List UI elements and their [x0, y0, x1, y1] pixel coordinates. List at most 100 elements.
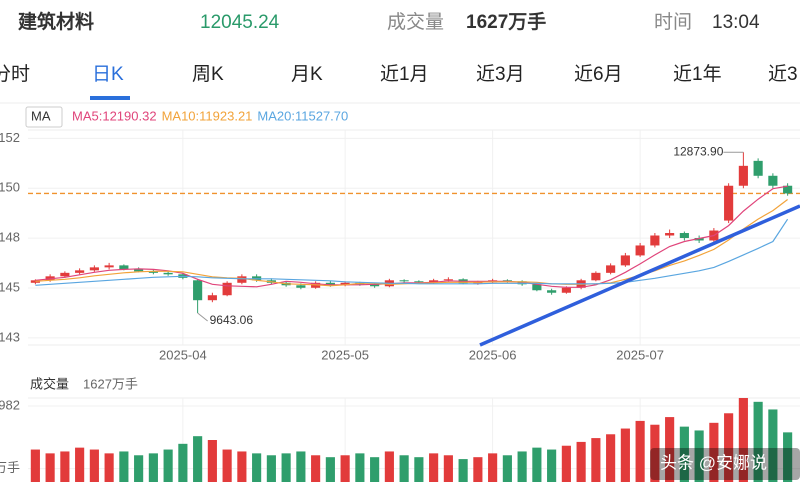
index-price: 12045.24: [200, 12, 280, 33]
y-tick-label: 12150: [0, 180, 20, 195]
candle-body: [325, 282, 335, 286]
volume-bar: [163, 449, 173, 482]
annotation: 12873.90: [673, 144, 723, 158]
tab[interactable]: 日K: [92, 64, 124, 85]
volume-bar: [517, 451, 527, 482]
y-tick-label: 11148: [0, 230, 20, 245]
volume-bar: [193, 436, 203, 482]
volume-bar: [355, 453, 365, 482]
ma-line: [35, 185, 788, 288]
volume-bar: [473, 457, 483, 482]
volume-bar: [237, 451, 247, 482]
tab[interactable]: 近1年: [673, 63, 722, 85]
candle-body: [679, 233, 689, 238]
candle-body: [547, 290, 557, 293]
volume-bar: [783, 432, 793, 482]
candle-body: [768, 175, 778, 186]
candle-body: [650, 235, 660, 246]
index-name: 建筑材料: [18, 10, 94, 33]
x-tick-label: 2025-04: [159, 347, 207, 362]
y-tick-label: 9143: [0, 329, 20, 344]
trend-line: [479, 204, 800, 347]
legend-entry: MA10:11923.21: [162, 108, 253, 123]
volume-bar: [429, 453, 439, 482]
annotation: 9643.06: [210, 313, 254, 327]
volume-bar: [30, 449, 40, 482]
tab[interactable]: 月K: [291, 64, 323, 85]
volume-bar: [325, 457, 335, 482]
watermark: 头条 @安娜说: [660, 453, 767, 472]
volume-bar: [606, 434, 616, 482]
candle-body: [207, 295, 217, 301]
vol-tick-label: 万手: [0, 460, 20, 475]
candle-body: [591, 272, 601, 281]
volume-bar: [620, 428, 630, 482]
volume-bar: [119, 451, 129, 482]
volume-bar: [296, 451, 306, 482]
volume-bar: [148, 453, 158, 482]
tab[interactable]: 近1月: [380, 63, 429, 85]
volume-bar: [724, 413, 734, 482]
candle-body: [620, 255, 630, 266]
volume-bar: [75, 447, 85, 482]
candle-body: [75, 270, 85, 273]
volume-bar: [694, 430, 704, 482]
candle-body: [665, 233, 675, 236]
volume-bar: [768, 409, 778, 482]
volume-bar: [370, 457, 380, 482]
volume-bar: [89, 449, 99, 482]
volume-bar: [443, 455, 453, 482]
volume-bar: [60, 451, 70, 482]
volume-bar: [532, 447, 542, 482]
candle-body: [724, 185, 734, 221]
volume-value: 1627万手: [466, 10, 546, 33]
time-value: 13:04: [712, 12, 760, 33]
candle-body: [104, 265, 114, 268]
candle-body: [429, 280, 439, 283]
tab[interactable]: 分时: [0, 63, 30, 85]
legend-entry: MA5:12190.32: [72, 108, 157, 123]
volume-bar: [679, 426, 689, 482]
candle-body: [237, 276, 247, 283]
volume-legend: 1627万手: [83, 376, 138, 391]
tab[interactable]: 周K: [192, 64, 224, 85]
volume-bar: [576, 441, 586, 482]
volume-bar: [281, 453, 291, 482]
volume-bar: [561, 445, 571, 482]
volume-bar: [311, 455, 321, 482]
volume-bar: [399, 455, 409, 482]
candle-body: [222, 282, 232, 296]
ma-title: MA: [31, 108, 51, 123]
plot: 分时 日K 周K 月K 近1月 近3月 近6月 近1年 近3 MA5:12190.32 MA10:1…: [0, 63, 800, 482]
candle-body: [193, 280, 203, 301]
x-tick-label: 2025-07: [616, 347, 664, 362]
volume-bar: [591, 438, 601, 482]
volume-bar: [502, 455, 512, 482]
volume-bar: [45, 453, 55, 482]
x-tick-label: 2025-05: [321, 347, 369, 362]
candle-body: [163, 272, 173, 275]
candle-body: [443, 279, 453, 281]
volume-bar: [134, 455, 144, 482]
volume-bar: [488, 453, 498, 482]
candle-body: [89, 267, 99, 271]
volume-bar: [384, 451, 394, 482]
time-label: 时间: [654, 11, 692, 33]
x-tick-label: 2025-06: [469, 347, 517, 362]
candle-body: [783, 185, 793, 194]
volume-bar: [222, 449, 232, 482]
candle-body: [606, 265, 616, 273]
candle-body: [561, 287, 571, 293]
candle-body: [694, 237, 704, 241]
tab[interactable]: 近3: [768, 63, 798, 85]
tab[interactable]: 近6月: [574, 63, 623, 85]
candle-body: [148, 271, 158, 273]
ma-line: [35, 218, 789, 286]
candle-body: [753, 160, 763, 176]
candle-body: [635, 245, 645, 256]
tab[interactable]: 近3月: [476, 63, 525, 85]
ma-box: [25, 106, 63, 128]
y-tick-label: 10145: [0, 279, 20, 294]
volume-bar: [635, 420, 645, 482]
